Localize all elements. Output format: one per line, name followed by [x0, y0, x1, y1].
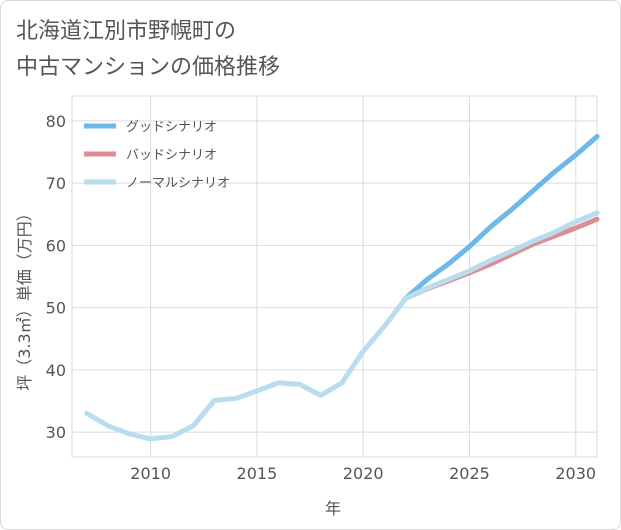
- x-axis-label: 年: [325, 499, 341, 518]
- series-lines: [84, 134, 600, 442]
- y-tick-label: 30: [46, 423, 66, 442]
- series-line-good: [403, 134, 600, 301]
- axis-ticks: 2010 2015 2020 2025 2030 30 40 50 60 70 80: [46, 112, 596, 483]
- chart-title: 北海道江別市野幌町の 中古マンションの価格推移: [16, 19, 281, 80]
- grid: [71, 95, 598, 458]
- legend-label: ノーマルシナリオ: [126, 176, 230, 191]
- y-tick-label: 80: [46, 112, 66, 131]
- x-tick-label: 2015: [237, 464, 278, 483]
- legend-label: バッドシナリオ: [126, 148, 217, 163]
- x-tick-label: 2010: [130, 464, 171, 483]
- x-tick-label: 2030: [555, 464, 596, 483]
- series-line-normal: [84, 210, 600, 442]
- y-tick-label: 70: [46, 174, 66, 193]
- legend-label: グッドシナリオ: [126, 120, 217, 135]
- y-axis-label: 坪（3.3㎡）単価（万円）: [15, 205, 34, 390]
- x-tick-label: 2020: [343, 464, 384, 483]
- y-tick-label: 40: [46, 361, 66, 380]
- plot-area: [71, 95, 598, 458]
- y-tick-label: 50: [46, 299, 66, 318]
- x-tick-label: 2025: [449, 464, 490, 483]
- y-tick-label: 60: [46, 236, 66, 255]
